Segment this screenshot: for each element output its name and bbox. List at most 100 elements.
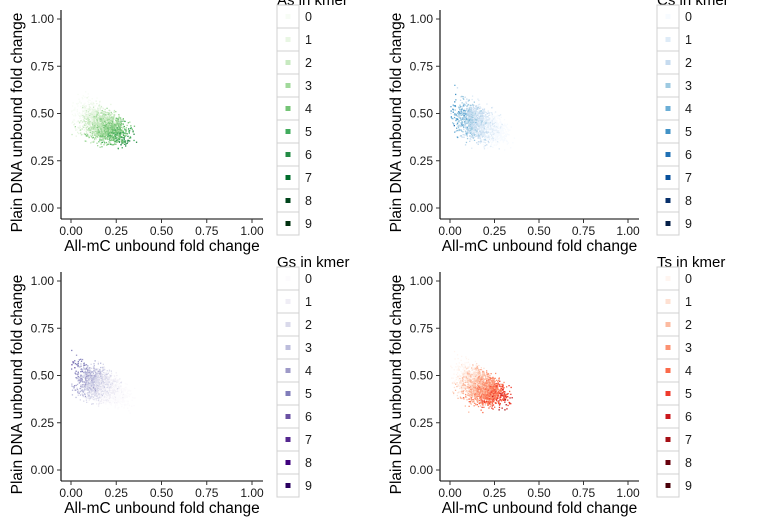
data-point bbox=[471, 127, 473, 129]
data-point bbox=[85, 107, 87, 109]
data-point bbox=[86, 133, 88, 135]
data-point bbox=[83, 115, 85, 118]
data-point bbox=[107, 126, 109, 129]
data-point bbox=[101, 117, 103, 119]
legend-swatch bbox=[285, 221, 291, 226]
data-point bbox=[106, 138, 108, 140]
data-point bbox=[100, 362, 102, 364]
data-point bbox=[461, 118, 463, 121]
data-point bbox=[491, 138, 493, 140]
data-point bbox=[504, 149, 506, 151]
data-point bbox=[450, 116, 452, 119]
data-point bbox=[89, 392, 91, 394]
legend-swatch bbox=[665, 37, 671, 42]
data-point bbox=[105, 117, 107, 119]
data-point bbox=[476, 111, 478, 113]
data-point bbox=[86, 134, 89, 136]
data-point bbox=[91, 388, 93, 390]
data-point bbox=[486, 119, 489, 121]
data-point bbox=[128, 410, 130, 412]
data-point bbox=[464, 113, 466, 115]
x-tick-label: 0.75 bbox=[195, 224, 219, 238]
data-point bbox=[124, 132, 126, 134]
data-point bbox=[97, 125, 99, 128]
data-point bbox=[507, 130, 509, 132]
data-point bbox=[458, 124, 460, 126]
data-point bbox=[107, 133, 109, 135]
data-point bbox=[467, 116, 470, 118]
data-point bbox=[85, 375, 88, 378]
data-point bbox=[491, 126, 493, 128]
legend-swatch bbox=[285, 83, 291, 88]
data-point bbox=[120, 386, 122, 389]
legend-swatch bbox=[285, 198, 291, 203]
data-point bbox=[488, 137, 490, 139]
data-point bbox=[128, 137, 131, 139]
data-point bbox=[99, 123, 101, 125]
data-point bbox=[126, 404, 128, 406]
data-point bbox=[487, 134, 489, 136]
data-point bbox=[91, 117, 93, 119]
data-point bbox=[118, 132, 120, 134]
data-point bbox=[124, 134, 126, 136]
data-point bbox=[130, 127, 132, 129]
data-point bbox=[117, 119, 120, 122]
data-point bbox=[88, 385, 90, 387]
data-point bbox=[475, 114, 478, 116]
data-point bbox=[475, 126, 477, 128]
data-point bbox=[100, 400, 102, 402]
data-point bbox=[92, 390, 94, 392]
data-point bbox=[98, 386, 101, 388]
data-point bbox=[91, 126, 93, 129]
data-point bbox=[95, 105, 97, 107]
data-point bbox=[118, 131, 120, 133]
data-point bbox=[121, 140, 124, 142]
data-point bbox=[480, 139, 482, 141]
data-point bbox=[92, 110, 94, 112]
data-point bbox=[458, 114, 460, 116]
data-point bbox=[108, 401, 110, 404]
data-point bbox=[95, 388, 97, 390]
data-point bbox=[118, 128, 121, 130]
data-point bbox=[96, 124, 99, 127]
legend-swatch bbox=[665, 129, 671, 134]
data-point bbox=[85, 368, 87, 370]
data-point bbox=[132, 396, 134, 399]
data-point bbox=[97, 108, 99, 110]
data-point bbox=[471, 113, 473, 115]
data-point bbox=[500, 135, 503, 137]
data-point bbox=[485, 114, 487, 116]
data-point bbox=[77, 126, 79, 129]
data-point bbox=[97, 112, 99, 114]
data-point bbox=[128, 131, 130, 133]
data-point bbox=[97, 110, 100, 113]
data-point bbox=[463, 128, 465, 130]
data-point bbox=[485, 122, 487, 124]
data-point bbox=[459, 106, 461, 109]
data-point bbox=[486, 123, 488, 125]
data-point bbox=[92, 108, 94, 110]
data-point bbox=[469, 138, 471, 140]
data-point bbox=[127, 407, 129, 409]
data-point bbox=[123, 397, 125, 399]
data-point bbox=[92, 116, 94, 118]
data-point bbox=[86, 129, 89, 131]
data-point bbox=[460, 96, 462, 98]
data-point bbox=[85, 91, 87, 93]
data-point bbox=[84, 133, 86, 136]
data-point bbox=[484, 135, 487, 137]
data-point bbox=[125, 127, 127, 129]
data-point bbox=[128, 404, 130, 407]
data-point bbox=[102, 128, 104, 130]
data-point bbox=[79, 121, 81, 123]
data-point bbox=[483, 112, 486, 114]
data-point bbox=[484, 138, 486, 140]
data-point bbox=[483, 121, 485, 123]
data-point bbox=[103, 124, 105, 127]
data-point bbox=[94, 137, 96, 139]
data-point bbox=[93, 128, 96, 131]
data-point bbox=[123, 141, 125, 143]
data-point bbox=[100, 115, 102, 117]
data-point bbox=[86, 116, 89, 118]
data-point bbox=[115, 128, 117, 130]
